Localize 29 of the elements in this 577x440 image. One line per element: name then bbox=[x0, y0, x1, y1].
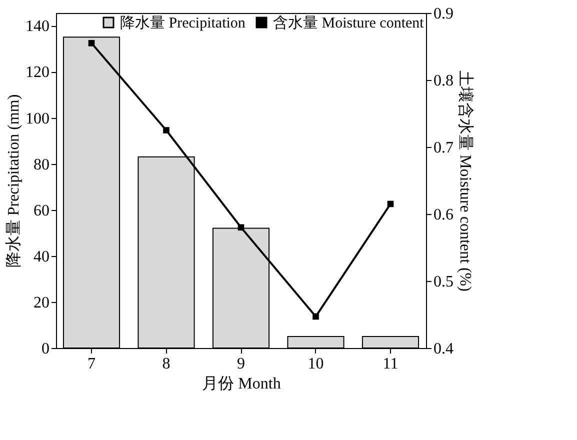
legend-label: 含水量 Moisture content bbox=[273, 14, 425, 32]
legend-label: 降水量 Precipitation bbox=[120, 14, 246, 32]
x-tick-label: 10 bbox=[308, 356, 324, 372]
point bbox=[312, 313, 319, 320]
y2-axis-title: 土壤含水量 Moisture content (%) bbox=[456, 70, 474, 292]
x-axis-title: 月份 Month bbox=[202, 376, 281, 392]
y-tick-label: 0 bbox=[42, 340, 50, 358]
x-tick-label: 7 bbox=[88, 356, 96, 372]
y2-tick-label: 0.9 bbox=[434, 6, 454, 22]
y-tick-label: 20 bbox=[34, 294, 50, 312]
y-tick-label: 100 bbox=[26, 110, 50, 128]
y-axis-title: 降水量 Precipitation (mm) bbox=[4, 94, 22, 268]
y2-tick-label: 0.5 bbox=[434, 274, 454, 290]
y-tick-label: 60 bbox=[34, 202, 50, 220]
point bbox=[163, 127, 170, 134]
point bbox=[387, 200, 394, 208]
point bbox=[88, 40, 95, 46]
y2-tick-label: 0.8 bbox=[434, 72, 454, 90]
y2-tick-label: 0.7 bbox=[434, 140, 454, 156]
y2-tick-label: 0.6 bbox=[434, 206, 454, 224]
y-tick-label: 40 bbox=[34, 248, 50, 266]
y-tick-label: 80 bbox=[34, 156, 50, 174]
y-tick-label: 140 bbox=[26, 18, 50, 36]
x-tick-label: 8 bbox=[162, 356, 170, 372]
x-tick-label: 11 bbox=[382, 356, 398, 372]
point bbox=[238, 224, 244, 231]
x-tick-label: 9 bbox=[237, 356, 245, 372]
y2-tick-label: 0.4 bbox=[434, 340, 454, 358]
y-tick-label: 120 bbox=[26, 64, 50, 82]
